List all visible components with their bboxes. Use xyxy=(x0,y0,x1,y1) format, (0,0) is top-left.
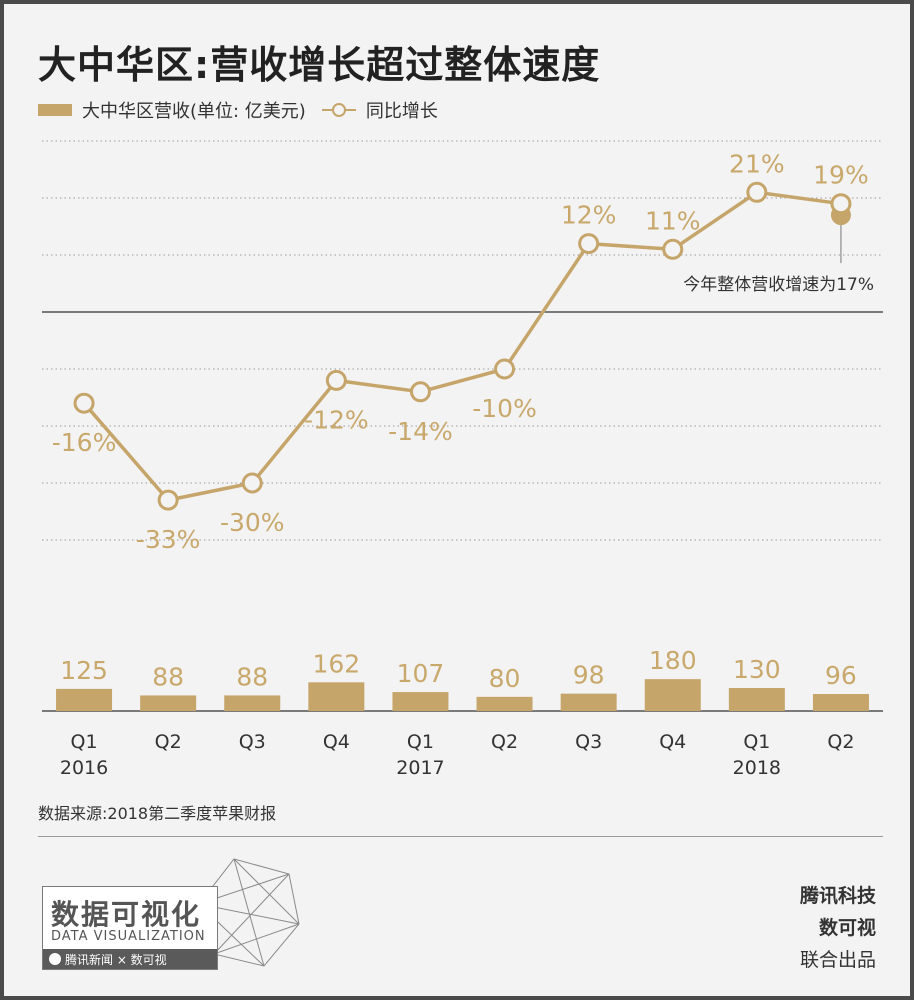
revenue-label: 162 xyxy=(312,649,360,678)
growth-label: -10% xyxy=(472,394,537,423)
revenue-bar xyxy=(140,695,197,711)
credits: 腾讯科技 数可视 联合出品 xyxy=(800,880,876,976)
revenue-label: 125 xyxy=(60,656,108,685)
x-tick-year: 2018 xyxy=(733,757,781,779)
x-tick-quarter: Q4 xyxy=(323,731,350,753)
x-tick-quarter: Q4 xyxy=(659,731,686,753)
growth-label: -16% xyxy=(52,428,117,457)
credit-tencent-tech: 腾讯科技 xyxy=(799,885,876,907)
legend-bar-swatch xyxy=(38,104,72,116)
growth-point xyxy=(241,472,263,494)
revenue-label: 98 xyxy=(573,661,605,690)
growth-point xyxy=(409,381,431,403)
legend-line-label: 同比增长 xyxy=(365,101,438,122)
x-tick-quarter: Q2 xyxy=(491,731,518,753)
growth-point xyxy=(830,193,852,215)
growth-label: 21% xyxy=(729,149,785,178)
x-tick-year: 2017 xyxy=(396,757,444,779)
growth-point xyxy=(157,489,179,511)
x-tick-quarter: Q2 xyxy=(155,731,182,753)
revenue-bar xyxy=(560,693,617,711)
growth-point xyxy=(73,392,95,414)
growth-label: -14% xyxy=(388,417,453,446)
growth-point xyxy=(325,369,347,391)
credit-joint-production: 联合出品 xyxy=(799,949,876,971)
growth-line xyxy=(82,190,842,502)
revenue-label: 96 xyxy=(825,661,857,690)
tencent-news-icon xyxy=(49,953,61,965)
growth-label: 12% xyxy=(561,201,617,230)
logo-strip: 腾讯新闻 × 数可视 xyxy=(43,949,217,969)
legend: 大中华区营收(单位: 亿美元) 同比增长 xyxy=(38,96,438,124)
x-tick-quarter: Q3 xyxy=(239,731,266,753)
reference-annotation: 今年整体营收增速为17% xyxy=(683,275,874,295)
revenue-label: 180 xyxy=(649,646,697,675)
logo-strip-text: 腾讯新闻 × 数可视 xyxy=(65,952,167,967)
logo-title-en: DATA VISUALIZATION xyxy=(51,929,206,944)
x-tick-quarter: Q1 xyxy=(407,731,434,753)
revenue-bar xyxy=(476,696,533,711)
x-tick-quarter: Q3 xyxy=(575,731,602,753)
credit-shukeshi: 数可视 xyxy=(818,917,876,939)
revenue-bar xyxy=(392,692,449,711)
legend-line-swatch xyxy=(321,103,356,117)
revenue-bar xyxy=(728,687,785,711)
geometric-logo-icon xyxy=(198,858,300,967)
revenue-label: 88 xyxy=(236,662,268,691)
revenue-label: 107 xyxy=(397,659,445,688)
revenue-bar xyxy=(644,679,701,711)
data-visualization-logo: 数据可视化 DATA VISUALIZATION 腾讯新闻 × 数可视 xyxy=(42,886,218,970)
growth-label: -12% xyxy=(304,405,369,434)
growth-point xyxy=(746,181,768,203)
x-tick-quarter: Q2 xyxy=(827,731,854,753)
footer-divider xyxy=(38,836,883,837)
revenue-bar xyxy=(56,688,113,711)
x-tick-year: 2016 xyxy=(60,757,108,779)
growth-label: -33% xyxy=(136,525,201,554)
growth-label: -30% xyxy=(220,508,285,537)
growth-point xyxy=(494,358,516,380)
growth-label: 11% xyxy=(645,206,701,235)
growth-point xyxy=(578,233,600,255)
revenue-bar xyxy=(812,694,869,711)
x-tick-quarter: Q1 xyxy=(743,731,770,753)
revenue-label: 88 xyxy=(152,662,184,691)
revenue-label: 80 xyxy=(489,664,521,693)
growth-label: 19% xyxy=(813,161,869,190)
legend-bar-label: 大中华区营收(单位: 亿美元) xyxy=(82,101,306,122)
source-note: 数据来源:2018第二季度苹果财报 xyxy=(38,804,277,823)
x-tick-quarter: Q1 xyxy=(71,731,98,753)
logo-title-cn: 数据可视化 xyxy=(51,898,202,931)
revenue-label: 130 xyxy=(733,655,781,684)
revenue-bar xyxy=(308,682,365,711)
growth-point xyxy=(662,238,684,260)
revenue-bar xyxy=(224,695,281,711)
chart-area: 今年整体营收增速为17% -16% -33% -30% -12% -14% -10% 12% 1… xyxy=(42,140,883,779)
chart-title: 大中华区:营收增长超过整体速度 xyxy=(38,43,601,87)
